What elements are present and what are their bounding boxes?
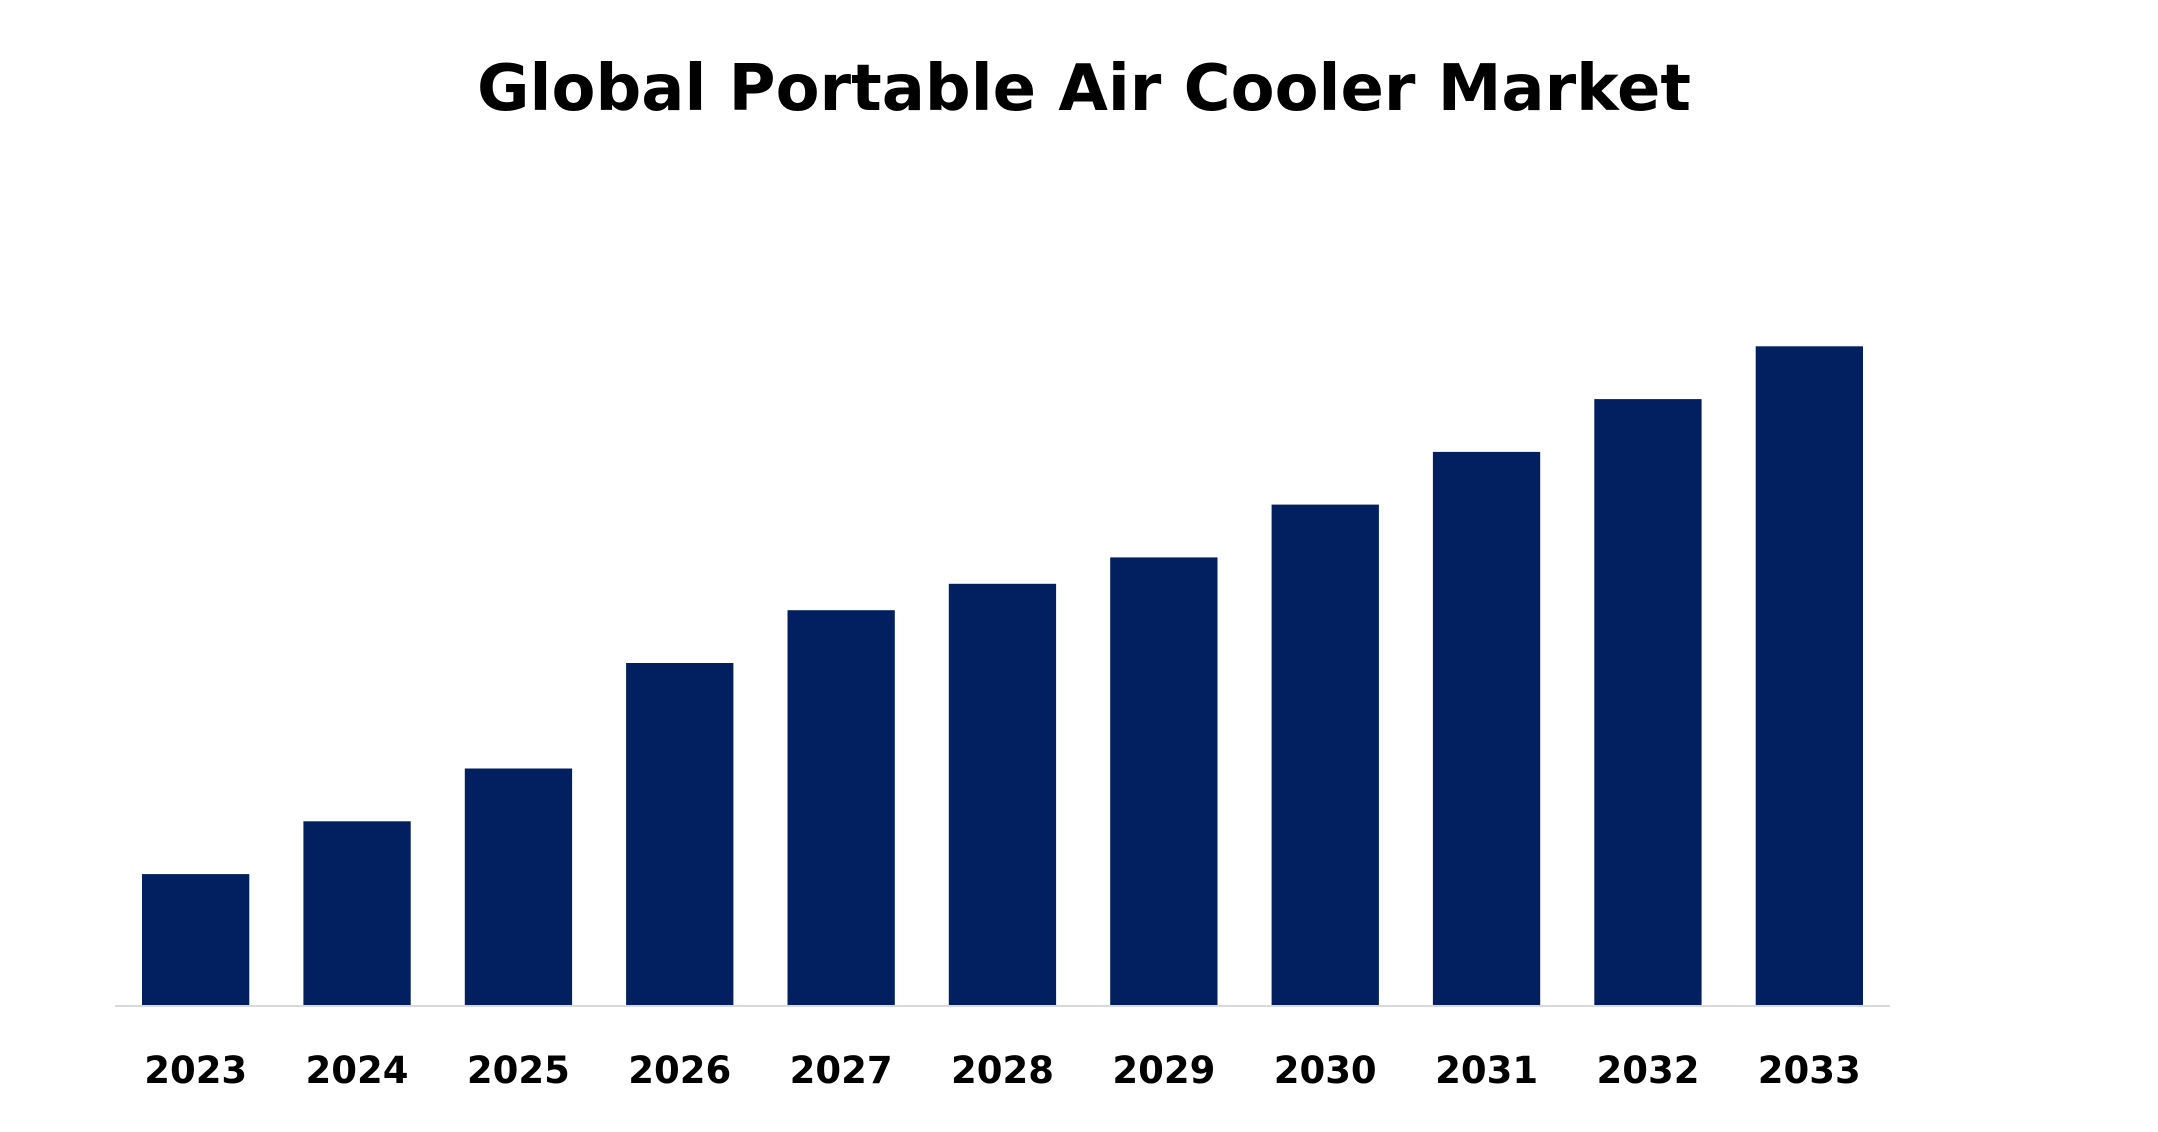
x-tick-label-2027: 2027	[790, 1049, 893, 1092]
x-tick-labels: 2023 2024 2025 2026 2027 2028 2029 2030 2031 2032…	[144, 1049, 1861, 1092]
bar-2025	[464, 768, 573, 1006]
x-tick-label-2032: 2032	[1597, 1049, 1700, 1092]
bar-2033	[1755, 346, 1863, 1006]
bar-2029	[1110, 557, 1218, 1006]
bar-2030	[1271, 504, 1379, 1006]
bar-2024	[303, 821, 411, 1006]
x-tick-label-2023: 2023	[144, 1049, 247, 1092]
bar-2031	[1432, 451, 1541, 1006]
bar-2026	[626, 663, 734, 1006]
bar-2028	[948, 583, 1057, 1006]
bar-2032	[1594, 399, 1702, 1007]
x-tick-label-2025: 2025	[467, 1049, 570, 1092]
x-tick-label-2024: 2024	[306, 1049, 409, 1092]
x-tick-label-2031: 2031	[1435, 1049, 1538, 1092]
x-tick-label-2033: 2033	[1758, 1049, 1861, 1092]
x-tick-label-2028: 2028	[951, 1049, 1054, 1092]
x-tick-label-2030: 2030	[1274, 1049, 1377, 1092]
bars-group	[142, 346, 1863, 1007]
bar-2027	[787, 610, 895, 1006]
bar-2023	[142, 874, 250, 1006]
x-tick-label-2029: 2029	[1112, 1049, 1215, 1092]
chart-title: Global Portable Air Cooler Market	[477, 52, 1691, 126]
x-tick-label-2026: 2026	[628, 1049, 731, 1092]
